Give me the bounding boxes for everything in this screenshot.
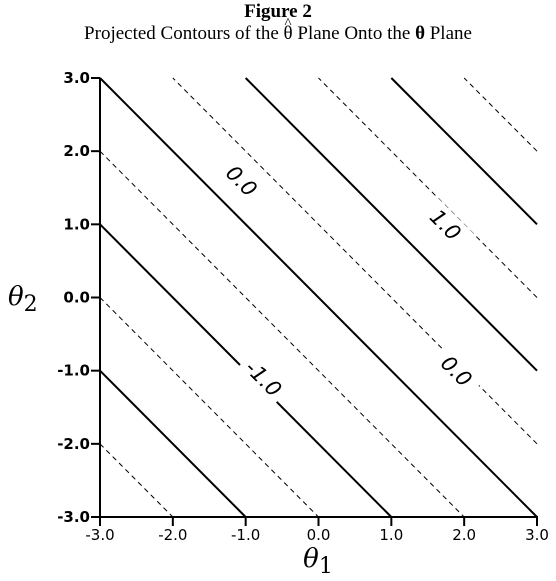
contour-line-11 <box>390 77 538 226</box>
contour-line-3 <box>99 369 247 518</box>
contour-labels: -1.0 0.0 1.0 0.0 <box>214 152 485 406</box>
contour-label-bg <box>418 196 474 252</box>
axis-ticks: -3.0 -2.0 -1.0 0.0 1.0 2.0 3.0 -3.0 -2.0 -1.0 0.0 1… <box>57 69 549 544</box>
theta-hat-symbol: θ ^ <box>283 16 293 46</box>
contour-label-bg <box>429 343 485 399</box>
x-tick-label: -2.0 <box>158 526 187 544</box>
contour-line-2 <box>99 443 174 518</box>
y-axis-label: θ2 <box>8 282 38 317</box>
theta-bold-symbol: θ <box>415 23 425 44</box>
y-tick-label: 2.0 <box>63 142 90 160</box>
contour-label-bg <box>214 152 270 209</box>
x-tick-label: 3.0 <box>525 526 549 544</box>
y-tick-label: 0.0 <box>63 289 90 307</box>
x-tick-label: 0.0 <box>307 526 331 544</box>
contour-label-group-9: 0.0 <box>429 343 485 399</box>
theta-hat-glyph: θ <box>283 23 293 44</box>
y-tick-label: -2.0 <box>57 435 90 453</box>
y-tick-label: 1.0 <box>63 215 90 233</box>
contour-label-group-5: 0.0 <box>214 152 270 209</box>
y-tick-label: 3.0 <box>63 69 90 87</box>
x-axis-label: θ1 <box>303 544 333 579</box>
y-tick-label: -1.0 <box>57 362 90 380</box>
title-text-middle: Plane Onto the <box>292 23 416 44</box>
contour-label-group-3: -1.0 <box>236 350 292 406</box>
contour-line-6 <box>99 150 465 518</box>
hat-accent: ^ <box>284 16 292 32</box>
x-tick-label: -3.0 <box>85 526 114 544</box>
title-text-after: Plane <box>424 23 472 44</box>
figure-label: Figure 2 <box>244 1 312 22</box>
contour-line-8 <box>172 77 538 445</box>
contour-line-12 <box>463 77 538 152</box>
contour-lines <box>99 77 538 518</box>
y-tick-label: -3.0 <box>57 508 90 526</box>
title-text-before: Projected Contours of the <box>84 23 284 44</box>
contour-line-10 <box>318 77 538 298</box>
x-tick-label: 1.0 <box>379 526 403 544</box>
contour-label-bg <box>236 350 292 406</box>
contour-line-9 <box>244 77 538 372</box>
chart-title: Projected Contours of the θ ^ Plane Onto … <box>0 16 556 46</box>
contour-line-7 <box>99 77 538 518</box>
x-tick-label: -1.0 <box>231 526 260 544</box>
contour-label-group-7: 1.0 <box>418 196 474 252</box>
x-tick-label: 2.0 <box>452 526 476 544</box>
contour-line-4 <box>99 297 319 518</box>
